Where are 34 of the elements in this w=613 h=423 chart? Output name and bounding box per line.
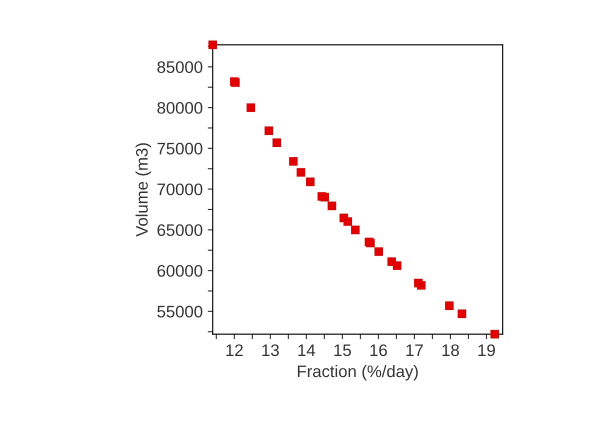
x-tick-label: 18 bbox=[442, 344, 459, 356]
point bbox=[328, 202, 336, 210]
point bbox=[445, 301, 454, 310]
point bbox=[416, 281, 426, 290]
point bbox=[374, 247, 384, 256]
y-tick-label: 60000 bbox=[157, 265, 202, 277]
x-tick-label: 19 bbox=[478, 344, 495, 356]
point bbox=[392, 261, 402, 270]
point bbox=[344, 217, 352, 226]
x-tick-label: 16 bbox=[370, 344, 387, 356]
x-tick-label: 12 bbox=[226, 344, 243, 356]
x-tick-label: 15 bbox=[334, 344, 351, 356]
y-tick-label: 65000 bbox=[157, 224, 202, 236]
point bbox=[246, 103, 256, 112]
point bbox=[351, 226, 360, 234]
x-tick-label: 14 bbox=[298, 344, 316, 356]
point bbox=[208, 40, 217, 50]
x-tick-label: 17 bbox=[406, 344, 423, 356]
x-tick-label: 13 bbox=[262, 344, 279, 356]
point bbox=[306, 178, 315, 186]
y-tick-label: 85000 bbox=[157, 61, 202, 74]
y-tick-label: 70000 bbox=[158, 184, 202, 196]
y-tick-label: 80000 bbox=[157, 102, 202, 114]
point bbox=[320, 192, 330, 202]
x-axis-title: Fraction (%/day) bbox=[298, 364, 418, 381]
point bbox=[458, 310, 466, 318]
point bbox=[264, 126, 274, 136]
point bbox=[272, 138, 282, 148]
y-tick-label: 55000 bbox=[157, 306, 202, 318]
point bbox=[490, 330, 500, 338]
point bbox=[289, 157, 298, 166]
point bbox=[296, 168, 306, 177]
y-axis-title: Volume (m3) bbox=[136, 143, 152, 237]
y-tick-label: 75000 bbox=[158, 142, 202, 155]
